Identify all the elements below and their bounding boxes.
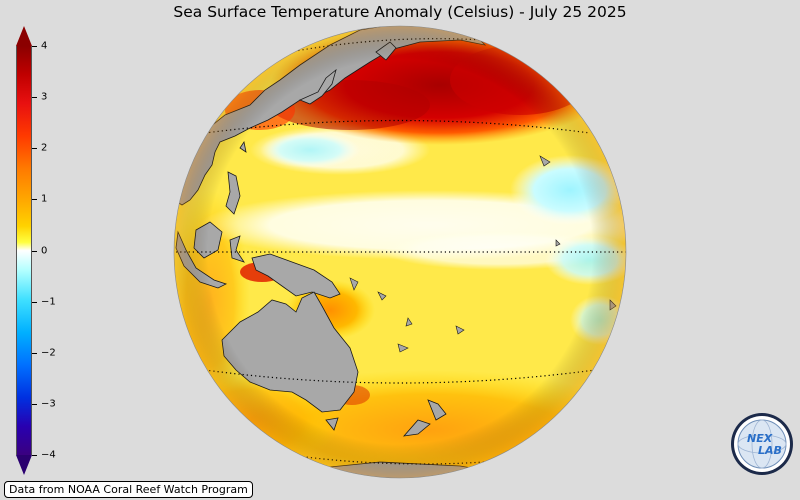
chart-title: Sea Surface Temperature Anomaly (Celsius… (173, 3, 627, 21)
colorbar-tick-label: 0 (41, 245, 48, 256)
colorbar-tick (32, 46, 37, 47)
colorbar-tick-label: −3 (41, 398, 56, 410)
colorbar-tick-label: 2 (41, 142, 48, 154)
colorbar-tick (32, 250, 37, 252)
nexlab-logo: NEX LAB (731, 413, 793, 475)
colorbar-extend-max (16, 26, 32, 46)
colorbar-tick (32, 455, 37, 456)
colorbar-tick-label: 3 (41, 91, 48, 103)
colorbar-tick-label: −1 (41, 296, 56, 308)
colorbar-tick (32, 352, 37, 354)
colorbar-tick-label: −2 (41, 347, 56, 359)
colorbar (16, 46, 32, 455)
colorbar-tick-label: 1 (41, 193, 48, 205)
colorbar-extend-min (16, 455, 32, 475)
colorbar-tick (32, 199, 37, 201)
colorbar-tick (32, 403, 37, 405)
colorbar-tick (32, 97, 37, 99)
colorbar-tick-label: 4 (41, 40, 48, 52)
data-credit: Data from NOAA Coral Reef Watch Program (4, 481, 253, 498)
logo-text-top: NEX (747, 432, 773, 445)
colorbar-tick (32, 301, 37, 303)
colorbar-tick-label: −4 (41, 449, 56, 461)
globe-outline (173, 25, 627, 479)
colorbar-tick (32, 148, 37, 150)
logo-text-bottom: LAB (758, 444, 782, 457)
